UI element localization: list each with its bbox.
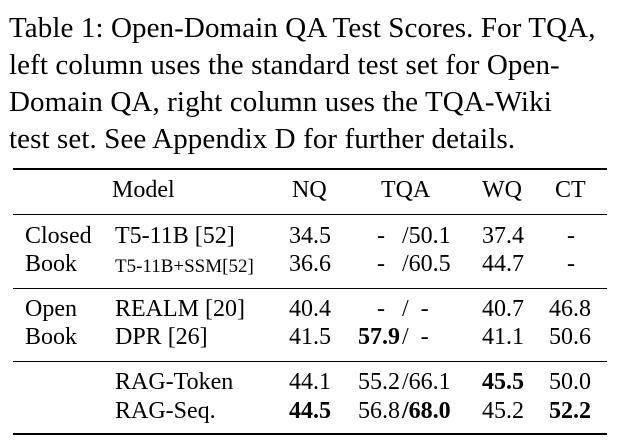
wq-cell: 40.7 bbox=[482, 296, 524, 322]
model-cell: RAG-Token bbox=[115, 369, 234, 395]
wq-cell: 37.4 bbox=[482, 223, 524, 249]
nq-cell: 34.5 bbox=[289, 223, 331, 249]
wq-cell: 44.7 bbox=[482, 251, 524, 277]
ct-cell: - bbox=[567, 251, 575, 277]
wq-cell: 45.5 bbox=[482, 369, 524, 395]
ct-cell: 46.8 bbox=[549, 296, 591, 322]
model-cell: DPR [26] bbox=[115, 324, 208, 350]
group-label-line: Book bbox=[25, 251, 78, 277]
header-ct: CT bbox=[555, 177, 586, 203]
model-cell: T5-11B+SSM[52] bbox=[115, 256, 254, 277]
nq-cell: 36.6 bbox=[289, 251, 331, 277]
ct-cell: 52.2 bbox=[549, 398, 591, 424]
nq-cell: 41.5 bbox=[289, 324, 331, 350]
table-top-rule bbox=[13, 168, 607, 170]
caption-line: test set. See Appendix D for further det… bbox=[9, 123, 516, 155]
header-model: Model bbox=[112, 177, 175, 203]
nq-cell: 44.1 bbox=[289, 369, 331, 395]
tqa-left-cell: - bbox=[377, 251, 385, 277]
wq-cell: 41.1 bbox=[482, 324, 524, 350]
table-bottom-rule bbox=[13, 433, 607, 435]
tqa-right-cell: / - bbox=[402, 324, 429, 350]
tqa-right-cell: /68.0 bbox=[402, 398, 451, 424]
tqa-right-cell: /50.1 bbox=[402, 223, 451, 249]
header-rule bbox=[13, 214, 607, 215]
caption-line: Table 1: Open-Domain QA Test Scores. For… bbox=[9, 12, 596, 44]
model-cell: T5-11B [52] bbox=[115, 223, 235, 249]
caption-line: Domain QA, right column uses the TQA-Wik… bbox=[9, 86, 552, 118]
tqa-left-cell: 57.9 bbox=[358, 324, 400, 350]
header-nq: NQ bbox=[292, 177, 327, 203]
wq-cell: 45.2 bbox=[482, 398, 524, 424]
header-wq: WQ bbox=[482, 177, 522, 203]
group-label-line: Open bbox=[25, 296, 77, 322]
table-caption: Table 1: Open-Domain QA Test Scores. For… bbox=[9, 10, 624, 158]
group-rule bbox=[13, 361, 607, 362]
model-cell: RAG-Seq. bbox=[115, 398, 216, 424]
tqa-right-cell: /60.5 bbox=[402, 251, 451, 277]
tqa-right-cell: /66.1 bbox=[402, 369, 451, 395]
ct-cell: - bbox=[567, 223, 575, 249]
ct-cell: 50.6 bbox=[549, 324, 591, 350]
caption-line: left column uses the standard test set f… bbox=[9, 49, 560, 81]
nq-cell: 40.4 bbox=[289, 296, 331, 322]
tqa-left-cell: 55.2 bbox=[358, 369, 400, 395]
group-rule bbox=[13, 288, 607, 289]
tqa-right-cell: / - bbox=[402, 296, 429, 322]
tqa-left-cell: 56.8 bbox=[358, 398, 400, 424]
group-label-line: Closed bbox=[25, 223, 92, 249]
ct-cell: 50.0 bbox=[549, 369, 591, 395]
header-tqa: TQA bbox=[381, 177, 431, 203]
nq-cell: 44.5 bbox=[289, 398, 331, 424]
model-cell: REALM [20] bbox=[115, 296, 245, 322]
group-label-line: Book bbox=[25, 324, 78, 350]
tqa-left-cell: - bbox=[377, 296, 385, 322]
tqa-left-cell: - bbox=[377, 223, 385, 249]
